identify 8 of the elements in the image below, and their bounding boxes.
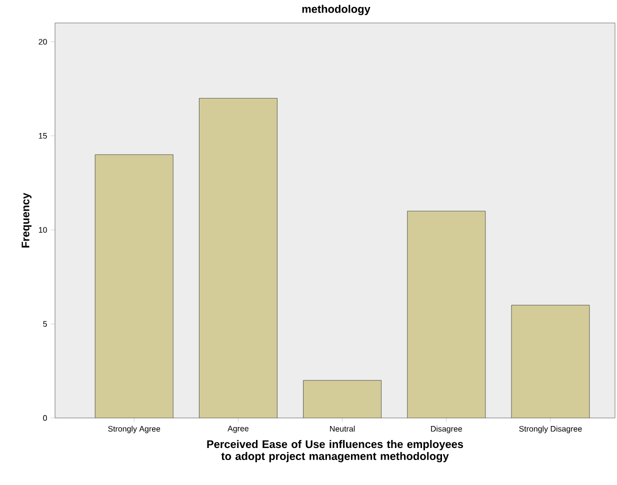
y-axis-title: Frequency (22, 192, 32, 248)
bar (511, 304, 590, 418)
chart-title: methodology (302, 4, 370, 16)
bar (407, 210, 486, 418)
x-axis-title: Perceived Ease of Use influences the employees to adopt project management methodology (207, 440, 464, 462)
bar (303, 380, 382, 418)
bar (199, 98, 278, 418)
bar (95, 154, 174, 418)
